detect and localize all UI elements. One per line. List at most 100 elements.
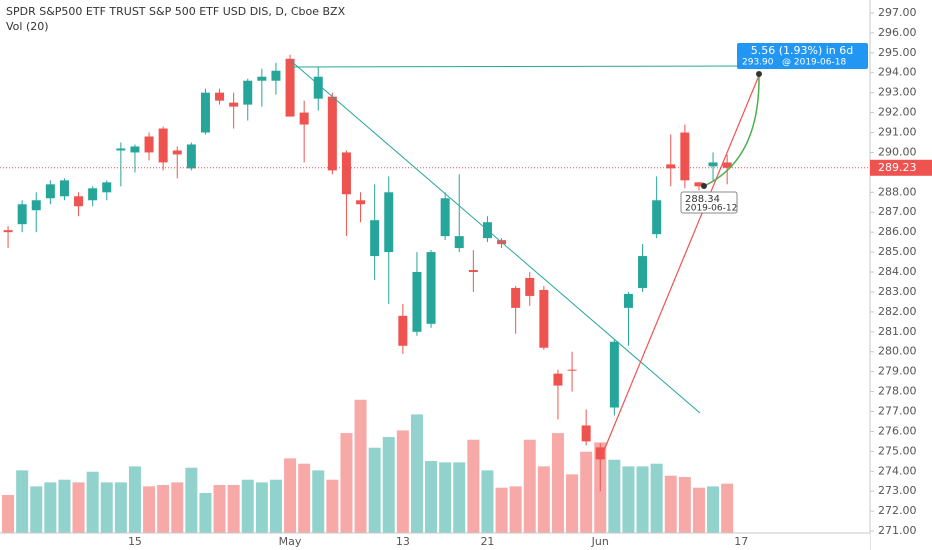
x-tick-label: 21: [480, 535, 494, 548]
marker-bg: [680, 191, 738, 214]
volume-bar: [30, 486, 43, 533]
candle-body: [299, 112, 309, 125]
volume-bar: [622, 466, 635, 533]
y-tick-label: 286.00: [878, 225, 917, 238]
y-tick-label: 275.00: [878, 444, 917, 457]
candle-body: [609, 341, 619, 408]
volume-bar: [298, 463, 311, 533]
measure-label: 5.56 (1.93%) in 6d: [751, 44, 854, 57]
volume-bar: [269, 479, 282, 533]
volume-bar: [114, 482, 127, 533]
candle-body: [144, 136, 154, 153]
candle-body: [553, 373, 563, 386]
candle-body: [102, 182, 112, 193]
candle-body: [45, 184, 55, 199]
y-tick-label: 295.00: [878, 46, 917, 59]
volume-bar: [467, 439, 480, 533]
candle-body: [581, 425, 591, 442]
volume-bar: [86, 471, 99, 533]
marker-price: 288.34: [685, 194, 720, 205]
volume-bar: [44, 482, 57, 533]
candle-body: [313, 76, 323, 99]
trend-line: [290, 60, 701, 414]
measure-price: 293.90: [742, 58, 774, 68]
candle-body: [356, 200, 366, 205]
volume-bar: [495, 487, 508, 533]
y-tick-label: 276.00: [878, 424, 917, 437]
volume-bar: [185, 467, 198, 533]
y-tick-label: 284.00: [878, 265, 917, 278]
candle-body: [229, 102, 239, 107]
y-tick-label: 293.00: [878, 86, 917, 99]
x-tick-label: 13: [396, 535, 410, 548]
candle-body: [398, 315, 408, 346]
y-tick-label: 291.00: [878, 126, 917, 139]
candle-body: [468, 270, 478, 273]
candle-body: [285, 58, 295, 117]
x-tick-label: 15: [128, 535, 142, 548]
candle-body: [595, 447, 605, 460]
volume-bar: [2, 495, 15, 533]
volume-bar: [354, 399, 367, 533]
volume-bar: [255, 482, 268, 533]
volume-bar: [382, 437, 395, 533]
candle-body: [511, 287, 521, 308]
x-tick-label: Jun: [591, 535, 609, 548]
y-tick-label: 280.00: [878, 345, 917, 358]
y-tick-label: 288.00: [878, 185, 917, 198]
candle-body: [370, 220, 380, 257]
candle-body: [638, 256, 648, 288]
y-tick-label: 282.00: [878, 305, 917, 318]
candle-body: [186, 144, 196, 169]
marker-box: 288.34 2019-06-12: [680, 191, 738, 214]
time-axis-bg: [0, 533, 870, 550]
candle-body: [17, 204, 27, 225]
volume-bar: [481, 470, 494, 533]
volume-bar: [439, 462, 452, 533]
y-tick-label: 278.00: [878, 385, 917, 398]
candle-body: [623, 293, 633, 308]
candle-body: [257, 76, 267, 81]
candle-body: [694, 182, 704, 187]
candle-body: [158, 128, 168, 163]
x-tick-label: 17: [734, 535, 748, 548]
volume-bar: [227, 485, 240, 533]
horizontal-ray: [290, 65, 761, 68]
y-tick-label: 281.00: [878, 325, 917, 338]
candle-body: [172, 150, 182, 155]
volume-bar: [453, 462, 466, 533]
projection-line: [599, 72, 761, 461]
volume-layer: [2, 399, 734, 533]
volume-bar: [692, 487, 705, 533]
volume-bar: [650, 463, 663, 533]
measure-bg: [737, 43, 868, 69]
volume-bar: [143, 486, 156, 533]
candle-body: [31, 200, 41, 211]
volume-bar: [340, 433, 353, 533]
volume-bar: [284, 458, 297, 533]
candle-body: [271, 70, 281, 81]
y-tick-label: 277.00: [878, 405, 917, 418]
marker-date: 2019-06-12: [685, 204, 737, 214]
volume-bar: [171, 482, 184, 533]
volume-bar: [721, 483, 734, 533]
volume-bar: [199, 493, 212, 533]
candle-body: [652, 200, 662, 235]
candle-body: [116, 148, 126, 151]
y-tick-label: 285.00: [878, 245, 917, 258]
price-layer: [0, 54, 870, 492]
volume-bar: [664, 475, 677, 533]
volume-bar: [157, 485, 170, 533]
origin-point: [701, 183, 707, 189]
candle-body: [708, 162, 718, 167]
candle-body: [680, 132, 690, 181]
candle-body: [341, 152, 351, 195]
volume-label: Vol (20): [6, 20, 49, 33]
y-tick-label: 283.00: [878, 285, 917, 298]
candle-body: [426, 252, 436, 324]
measure-date: @ 2019-06-18: [782, 58, 846, 68]
y-tick-label: 294.00: [878, 66, 917, 79]
volume-bar: [537, 466, 550, 533]
candle-body: [567, 369, 577, 371]
